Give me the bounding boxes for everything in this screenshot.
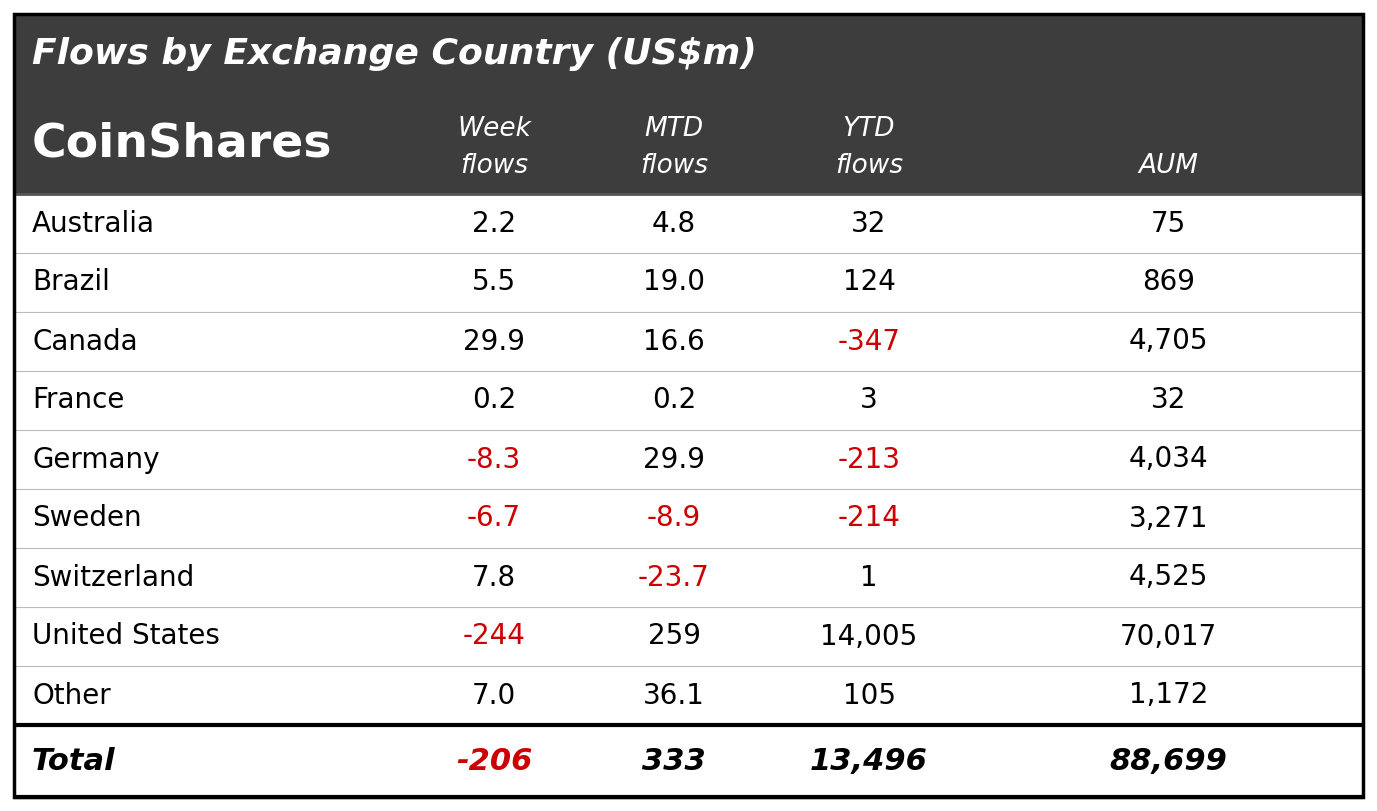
Bar: [14, 14, 1363, 94]
Text: 14,005: 14,005: [821, 623, 917, 650]
Text: 16.6: 16.6: [643, 328, 705, 355]
Text: 1,172: 1,172: [1129, 681, 1208, 710]
Text: 3: 3: [861, 387, 879, 414]
Text: 75: 75: [1151, 209, 1186, 238]
Text: -347: -347: [837, 328, 901, 355]
Text: -214: -214: [837, 504, 901, 533]
Text: -244: -244: [463, 623, 526, 650]
Bar: [14, 489, 1363, 548]
Text: 4.8: 4.8: [651, 209, 695, 238]
Bar: [14, 371, 1363, 430]
Text: 3,271: 3,271: [1129, 504, 1208, 533]
Bar: [14, 194, 1363, 253]
Text: -213: -213: [837, 445, 901, 474]
Text: Brazil: Brazil: [32, 268, 110, 297]
Text: -8.9: -8.9: [647, 504, 701, 533]
Text: -23.7: -23.7: [638, 564, 711, 591]
Text: 32: 32: [851, 209, 887, 238]
Bar: [14, 94, 1363, 194]
Text: Sweden: Sweden: [32, 504, 142, 533]
Text: CoinShares: CoinShares: [32, 122, 332, 166]
Text: 124: 124: [843, 268, 895, 297]
Text: Week: Week: [457, 116, 532, 142]
Text: YTD: YTD: [843, 116, 895, 142]
Text: 4,705: 4,705: [1129, 328, 1208, 355]
Text: Canada: Canada: [32, 328, 138, 355]
Text: Total: Total: [32, 746, 116, 775]
Text: flows: flows: [640, 153, 708, 179]
Text: flows: flows: [460, 153, 527, 179]
Text: 2.2: 2.2: [472, 209, 516, 238]
Text: Germany: Germany: [32, 445, 160, 474]
Text: AUM: AUM: [1139, 153, 1198, 179]
Text: 5.5: 5.5: [472, 268, 516, 297]
Text: 88,699: 88,699: [1110, 746, 1227, 775]
Text: 70,017: 70,017: [1120, 623, 1217, 650]
Text: flows: flows: [834, 153, 903, 179]
Text: 32: 32: [1151, 387, 1186, 414]
Bar: [14, 548, 1363, 607]
Text: 19.0: 19.0: [643, 268, 705, 297]
Text: MTD: MTD: [644, 116, 704, 142]
Text: Switzerland: Switzerland: [32, 564, 194, 591]
Bar: [14, 607, 1363, 666]
Text: -206: -206: [456, 746, 532, 775]
Text: 0.2: 0.2: [651, 387, 697, 414]
Bar: [14, 253, 1363, 312]
Text: 869: 869: [1142, 268, 1195, 297]
Text: -6.7: -6.7: [467, 504, 521, 533]
Text: France: France: [32, 387, 124, 414]
Bar: [14, 312, 1363, 371]
Text: 105: 105: [843, 681, 895, 710]
Text: -8.3: -8.3: [467, 445, 521, 474]
Text: 333: 333: [642, 746, 706, 775]
Text: Flows by Exchange Country (US$m): Flows by Exchange Country (US$m): [32, 37, 757, 71]
Text: 4,034: 4,034: [1129, 445, 1208, 474]
Text: Other: Other: [32, 681, 110, 710]
Bar: [14, 430, 1363, 489]
Text: 7.0: 7.0: [472, 681, 516, 710]
Bar: [14, 725, 1363, 797]
Text: 0.2: 0.2: [472, 387, 516, 414]
Text: 13,496: 13,496: [810, 746, 928, 775]
Text: 4,525: 4,525: [1129, 564, 1208, 591]
Text: 29.9: 29.9: [463, 328, 525, 355]
Text: 7.8: 7.8: [472, 564, 516, 591]
Text: 259: 259: [647, 623, 701, 650]
Bar: [14, 666, 1363, 725]
Text: 36.1: 36.1: [643, 681, 705, 710]
Text: United States: United States: [32, 623, 220, 650]
Text: 29.9: 29.9: [643, 445, 705, 474]
Text: Australia: Australia: [32, 209, 156, 238]
Text: 1: 1: [861, 564, 877, 591]
